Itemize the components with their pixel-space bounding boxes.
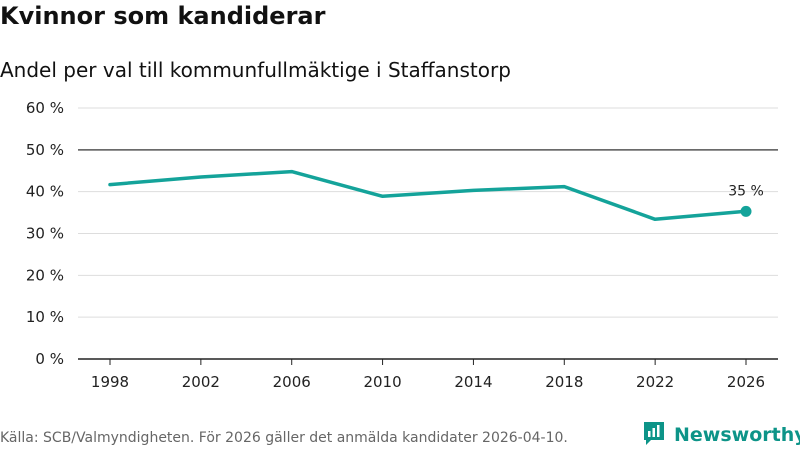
y-tick-label: 60 % bbox=[26, 99, 64, 117]
y-tick-label: 20 % bbox=[26, 266, 64, 284]
x-tick-label: 2014 bbox=[454, 373, 492, 391]
x-tick-label: 2026 bbox=[727, 373, 765, 391]
x-tick-label: 2022 bbox=[636, 373, 674, 391]
y-tick-label: 0 % bbox=[35, 350, 64, 368]
series-line-andel-kvinnor bbox=[108, 169, 748, 222]
y-tick-label: 30 % bbox=[26, 225, 64, 243]
chart-subtitle: Andel per val till kommunfullmäktige i S… bbox=[0, 58, 511, 82]
y-tick-label: 10 % bbox=[26, 308, 64, 326]
data-label-2026: 35 % bbox=[728, 183, 764, 199]
brand-name: Newsworthy bbox=[674, 424, 800, 446]
newsworthy-logo[interactable]: Newsworthy bbox=[642, 420, 800, 450]
bar-chart-speech-bubble-icon bbox=[642, 420, 666, 450]
y-tick-label: 40 % bbox=[26, 183, 64, 201]
source-note: Källa: SCB/Valmyndigheten. För 2026 gäll… bbox=[0, 430, 568, 446]
x-tick-label: 2006 bbox=[273, 373, 311, 391]
chart-title: Kvinnor som kandiderar bbox=[0, 2, 326, 30]
x-tick-label: 2002 bbox=[182, 373, 220, 391]
x-tick-label: 2018 bbox=[545, 373, 583, 391]
data-point-highlight bbox=[740, 205, 752, 217]
x-tick-label: 2010 bbox=[363, 373, 401, 391]
x-tick-label: 1998 bbox=[91, 373, 129, 391]
line-chart: 0 % 10 % 20 % 30 % 40 % 50 % 60 % 1998 2002 2006 2… bbox=[26, 99, 778, 391]
y-tick-label: 50 % bbox=[26, 141, 64, 159]
